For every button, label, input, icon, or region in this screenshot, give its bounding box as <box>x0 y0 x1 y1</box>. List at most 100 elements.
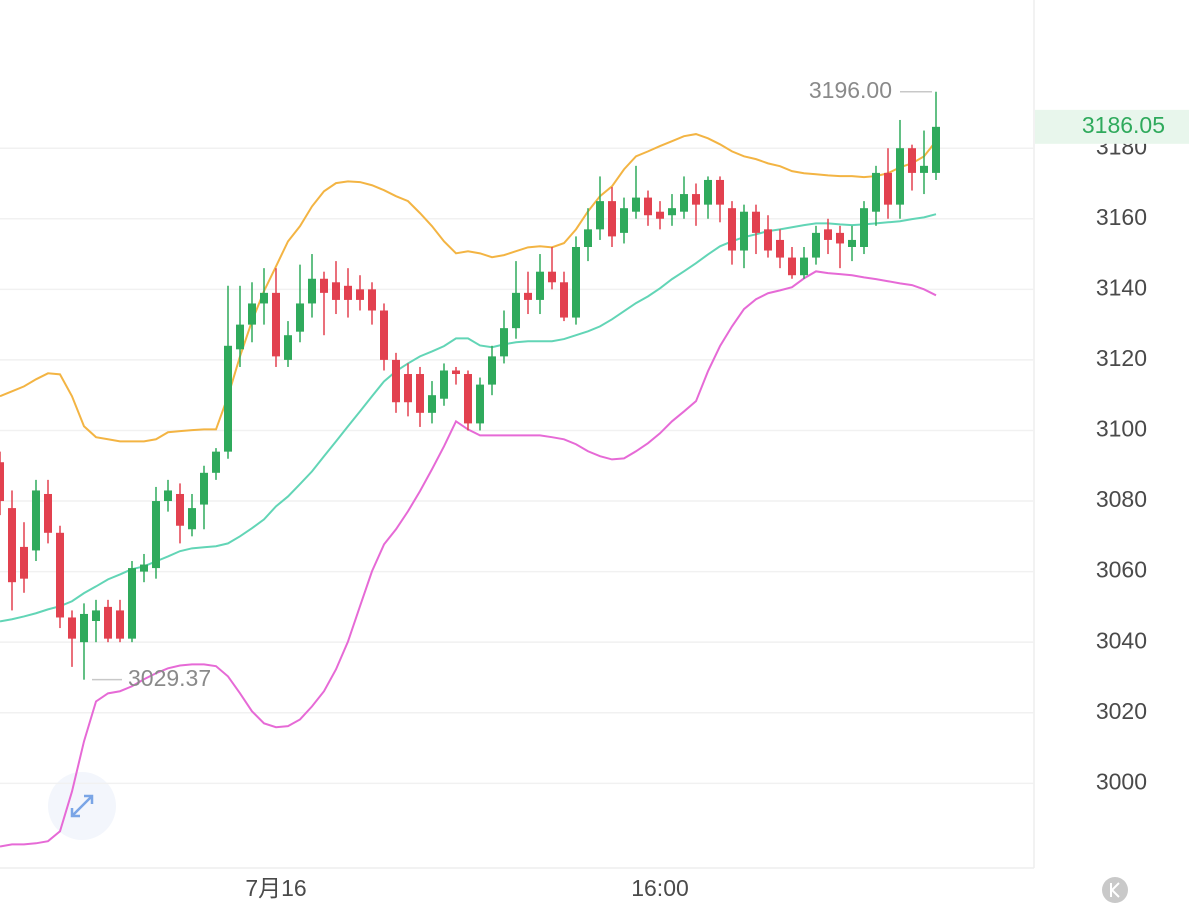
candle-body <box>620 208 628 233</box>
candle-body <box>596 201 604 230</box>
candle-body <box>44 493 52 533</box>
candle-body <box>932 126 940 173</box>
k-button-bg <box>1102 877 1128 903</box>
candle-body <box>740 211 748 251</box>
candle-body <box>572 246 580 318</box>
candle-body <box>128 568 136 639</box>
candle-body <box>608 201 616 237</box>
candle-body <box>392 359 400 403</box>
candle-body <box>428 395 436 413</box>
y-tick-label: 3000 <box>1096 768 1147 794</box>
candle-body <box>380 310 388 360</box>
candle-body <box>440 370 448 399</box>
candle-body <box>68 617 76 639</box>
candle-body <box>584 229 592 247</box>
candle-body <box>116 610 124 639</box>
k-button-glyph <box>1110 882 1120 898</box>
candle-body <box>884 172 892 205</box>
expand-icon-glyph <box>70 794 94 818</box>
candle-body <box>248 303 256 325</box>
k-button[interactable] <box>1102 877 1128 903</box>
candle-body <box>104 606 112 639</box>
candle-body <box>668 208 676 216</box>
expand-icon[interactable] <box>48 772 116 840</box>
candle-body <box>764 229 772 251</box>
candle-body <box>644 197 652 216</box>
candle-body <box>836 232 844 244</box>
x-tick-label: 7月16 <box>245 875 306 901</box>
candle-body <box>224 345 232 452</box>
candle-body <box>56 532 64 618</box>
x-tick-label: 16:00 <box>631 875 689 901</box>
candle-body <box>188 508 196 530</box>
candle-body <box>512 292 520 329</box>
candle-body <box>368 289 376 311</box>
y-tick-label: 3080 <box>1096 486 1147 512</box>
candle-body <box>212 451 220 473</box>
candle-body <box>800 257 808 276</box>
candle-body <box>464 374 472 424</box>
candle-body <box>872 172 880 212</box>
candle-body <box>32 490 40 551</box>
candle-body <box>140 564 148 572</box>
candle-body <box>560 282 568 318</box>
candle-body <box>812 232 820 258</box>
candle-body <box>260 292 268 304</box>
candle-body <box>8 508 16 583</box>
candle-body <box>656 211 664 219</box>
y-tick-label: 3100 <box>1096 416 1147 442</box>
candle-body <box>632 197 640 212</box>
candle-body <box>752 211 760 233</box>
candle-body <box>332 282 340 300</box>
candle-body <box>164 490 172 502</box>
candle-body <box>416 374 424 413</box>
candle-body <box>536 271 544 300</box>
candle-body <box>704 179 712 205</box>
band-line <box>0 133 937 443</box>
candle-body <box>788 257 796 276</box>
candle-body <box>476 384 484 424</box>
low-label: 3029.37 <box>128 665 211 691</box>
candle-body <box>320 278 328 293</box>
candle-body <box>272 292 280 357</box>
last-price-label: 3186.05 <box>1082 112 1165 138</box>
candle-body <box>692 194 700 205</box>
candle-body <box>548 271 556 283</box>
candle-body <box>716 179 724 205</box>
candle-body <box>296 303 304 332</box>
candle-body <box>404 374 412 403</box>
candle-body <box>176 493 184 526</box>
candle-body <box>908 148 916 173</box>
candle-body <box>92 610 100 622</box>
y-tick-label: 3160 <box>1096 204 1147 230</box>
candle-body <box>896 148 904 205</box>
candle-body <box>236 324 244 350</box>
candle-body <box>308 278 316 304</box>
candle-body <box>524 292 532 300</box>
candle-body <box>728 208 736 251</box>
candle-body <box>860 208 868 247</box>
candle-body <box>356 289 364 300</box>
candle-body <box>200 472 208 505</box>
candle-body <box>680 194 688 212</box>
candle-body <box>848 239 856 247</box>
candle-body <box>344 285 352 300</box>
high-label: 3196.00 <box>809 77 892 103</box>
y-tick-label: 3120 <box>1096 345 1147 371</box>
candle-body <box>80 613 88 643</box>
candle-body <box>20 546 28 579</box>
y-tick-label: 3140 <box>1096 274 1147 300</box>
candle-body <box>500 328 508 357</box>
y-tick-label: 3040 <box>1096 627 1147 653</box>
candle-body <box>776 239 784 258</box>
candle-body <box>152 501 160 569</box>
candle-body <box>488 356 496 385</box>
last-price-tag <box>1035 109 1189 144</box>
candle-body <box>920 165 928 173</box>
candle-body <box>284 335 292 360</box>
candle-body <box>824 229 832 240</box>
candle-body <box>452 370 460 375</box>
y-tick-label: 3060 <box>1096 557 1147 583</box>
y-tick-label: 3020 <box>1096 698 1147 724</box>
